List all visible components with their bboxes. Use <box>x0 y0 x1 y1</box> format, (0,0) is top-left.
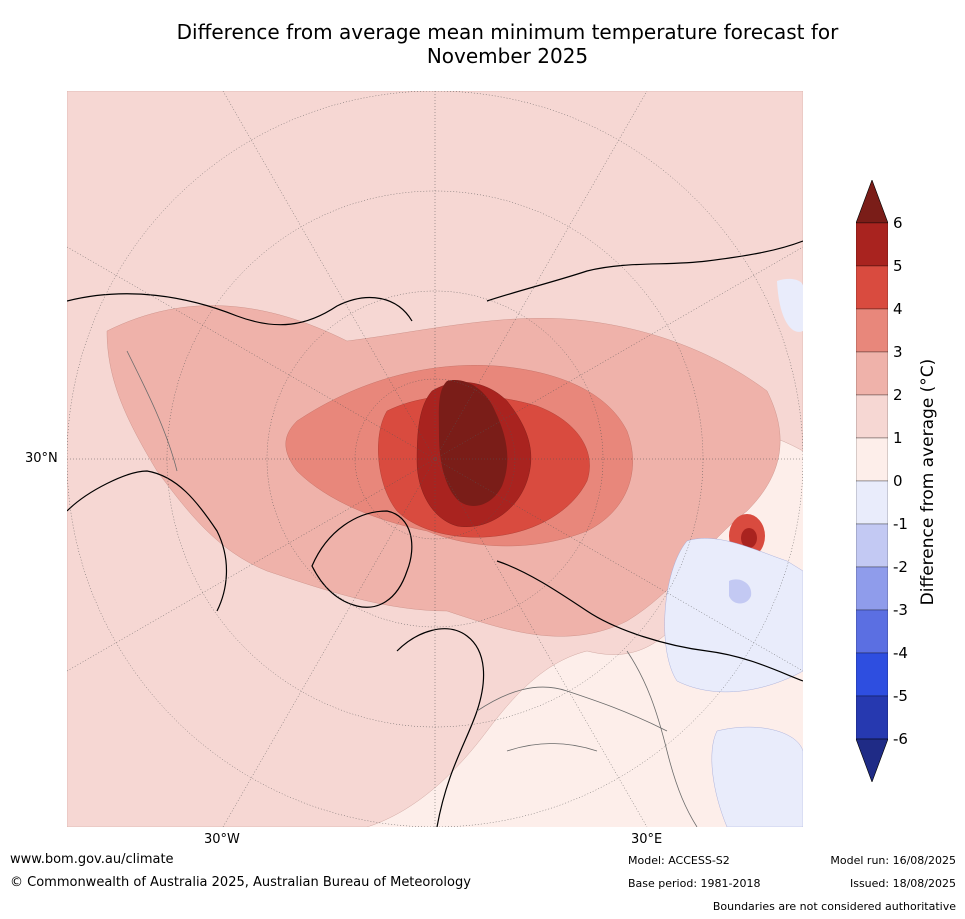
colorbar-tick-label: -5 <box>893 687 908 705</box>
model-text: Model: ACCESS-S2 <box>628 854 730 867</box>
anomaly-zone-cool-asia <box>664 538 803 693</box>
colorbar-tick-label: 3 <box>893 343 903 361</box>
longitude-label-30w: 30°W <box>204 832 240 847</box>
colorbar-title: Difference from average (°C) <box>918 358 938 606</box>
colorbar-tick-label: -2 <box>893 558 908 576</box>
anomaly-zone-cool-east <box>777 278 803 332</box>
forecast-map <box>67 91 803 827</box>
colorbar-band <box>856 265 888 310</box>
colorbar-band <box>856 652 888 697</box>
colorbar-tick-label: -3 <box>893 601 908 619</box>
colorbar-band <box>856 609 888 654</box>
issued-text: Issued: 18/08/2025 <box>849 877 956 890</box>
model-run-text: Model run: 16/08/2025 <box>830 854 956 867</box>
longitude-label-30e: 30°E <box>631 832 663 847</box>
chart-title: Difference from average mean minimum tem… <box>60 20 955 68</box>
colorbar-tick-label: 2 <box>893 386 903 404</box>
title-line-1: Difference from average mean minimum tem… <box>176 20 839 44</box>
title-line-2: November 2025 <box>426 44 589 68</box>
colorbar-tick-label: 4 <box>893 300 903 318</box>
colorbar-band <box>856 222 888 267</box>
colorbar-tick-label: 0 <box>893 472 903 490</box>
colorbar-tick-label: 5 <box>893 257 903 275</box>
latitude-label-30n: 30°N <box>25 451 58 466</box>
colorbar-band <box>856 523 888 568</box>
anomaly-hotspot-asia-core <box>741 528 757 548</box>
colorbar-tick-label: -4 <box>893 644 908 662</box>
country-borders <box>126 350 698 827</box>
colorbar-band <box>856 437 888 482</box>
colorbar-extend-top <box>856 180 888 224</box>
colorbar-band <box>856 308 888 353</box>
copyright-text: © Commonwealth of Australia 2025, Austra… <box>10 875 471 890</box>
colorbar-tick-label: -1 <box>893 515 908 533</box>
website-link[interactable]: www.bom.gov.au/climate <box>10 852 174 867</box>
coastlines <box>67 240 803 827</box>
colorbar-band <box>856 351 888 396</box>
base-period-text: Base period: 1981-2018 <box>628 877 761 890</box>
anomaly-zone-cool-asia-2 <box>729 579 752 604</box>
colorbar-tick-label: 6 <box>893 214 903 232</box>
colorbar-band <box>856 566 888 611</box>
colorbar-band <box>856 480 888 525</box>
colorbar-extend-bottom <box>856 738 888 782</box>
colorbar <box>856 180 888 782</box>
colorbar-tick-label: -6 <box>893 730 908 748</box>
anomaly-zone-gt-6 <box>438 380 508 506</box>
colorbar-band <box>856 695 888 740</box>
anomaly-zone-cool-south-asia <box>711 726 803 827</box>
disclaimer-text: Boundaries are not considered authoritat… <box>712 900 956 913</box>
graticule <box>67 91 803 827</box>
colorbar-band <box>856 394 888 439</box>
colorbar-tick-label: 1 <box>893 429 903 447</box>
